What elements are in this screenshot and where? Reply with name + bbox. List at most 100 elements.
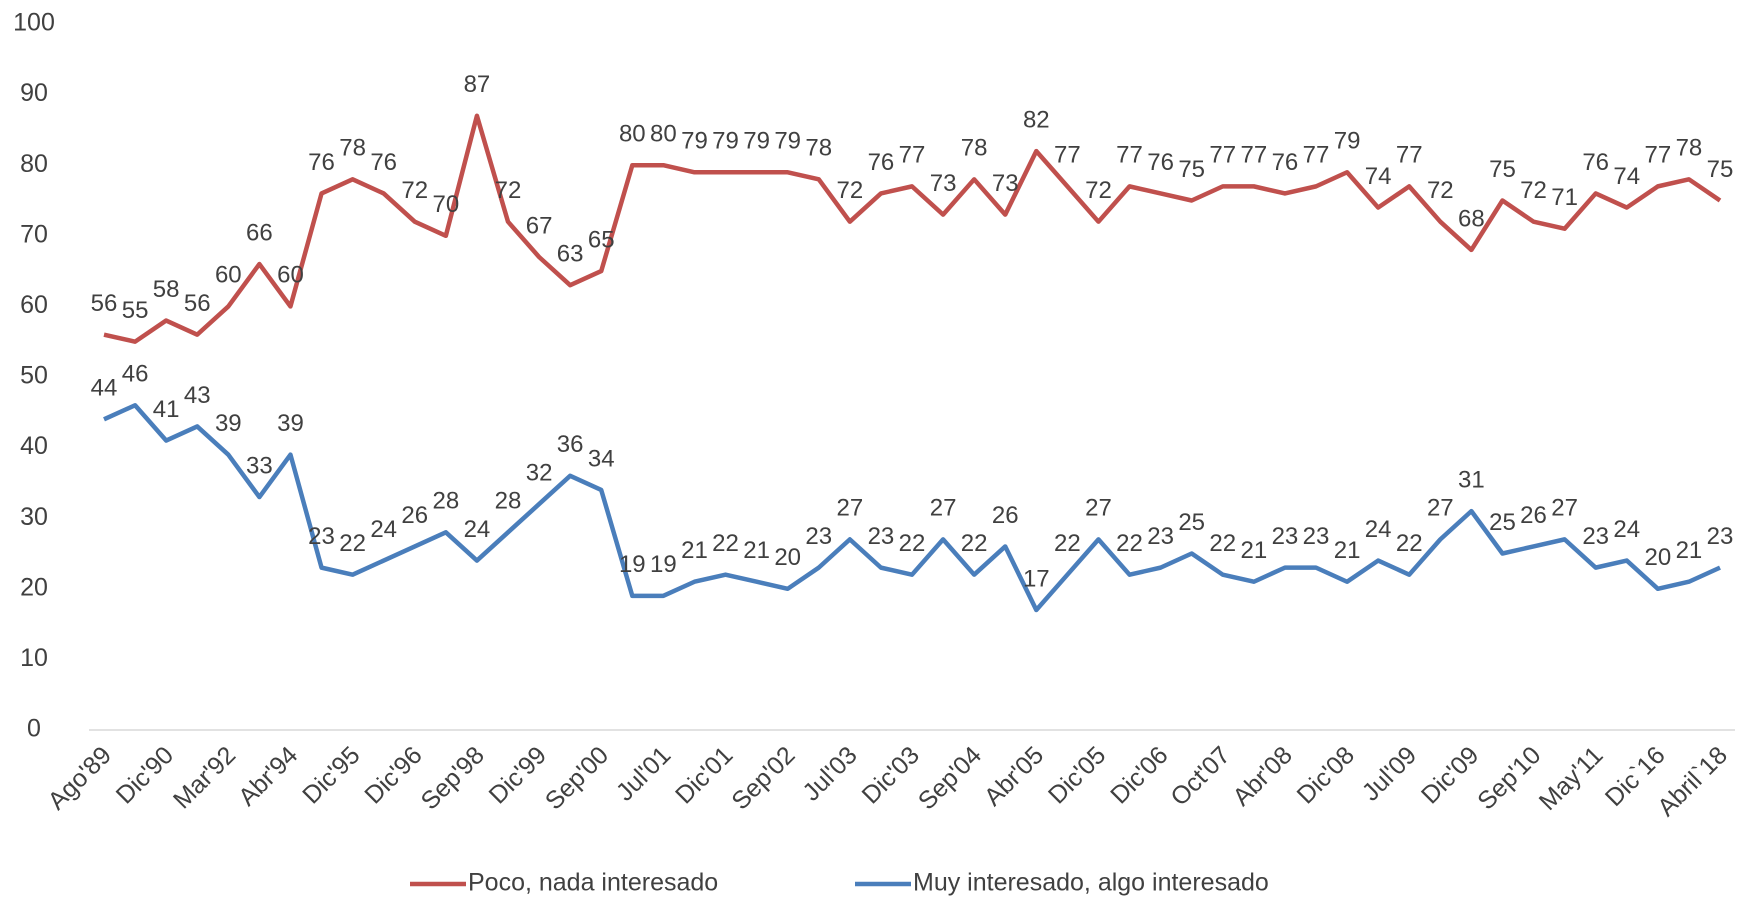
x-tick-label: Abr'08 (1227, 741, 1297, 811)
data-label: 22 (1396, 530, 1423, 557)
data-label: 25 (1489, 509, 1516, 536)
data-label: 21 (1240, 537, 1267, 564)
data-label: 34 (588, 445, 615, 472)
data-label: 21 (1676, 537, 1703, 564)
data-label: 78 (961, 135, 988, 162)
data-label: 77 (1116, 142, 1143, 169)
data-label: 39 (277, 410, 304, 437)
data-label: 68 (1458, 205, 1485, 232)
data-label: 56 (184, 290, 211, 317)
data-label: 27 (1085, 495, 1112, 522)
data-label: 23 (805, 523, 832, 550)
x-tick-label: Mar'92 (168, 741, 241, 814)
data-label: 75 (1707, 156, 1734, 183)
data-label: 79 (774, 128, 801, 155)
data-label: 24 (1365, 516, 1392, 543)
data-label: 66 (246, 219, 273, 246)
y-tick-label: 20 (20, 573, 48, 601)
data-label: 43 (184, 382, 211, 409)
y-tick-label: 40 (20, 432, 48, 460)
data-label: 60 (277, 262, 304, 289)
x-tick-label: Dic'03 (857, 741, 925, 809)
x-tick-label: Abr'94 (233, 741, 303, 811)
data-label: 21 (743, 537, 770, 564)
x-tick-label: Dic'01 (670, 741, 738, 809)
legend-label: Poco, nada interesado (468, 869, 718, 897)
x-tick-label: Oct'07 (1165, 741, 1235, 811)
data-label: 23 (1582, 523, 1609, 550)
x-tick-label: Ago'89 (43, 741, 117, 815)
x-tick-label: Dic'96 (359, 741, 427, 809)
data-label: 27 (930, 495, 957, 522)
data-label: 77 (1209, 142, 1236, 169)
x-tick-label: Abr'05 (979, 741, 1049, 811)
data-label: 76 (308, 149, 335, 176)
data-label: 72 (836, 177, 863, 204)
data-label: 23 (308, 523, 335, 550)
data-label: 79 (1334, 128, 1361, 155)
x-tick-label: Abril`18 (1652, 741, 1733, 822)
data-label: 26 (1520, 502, 1547, 529)
data-label: 20 (1644, 544, 1671, 571)
data-label: 75 (1178, 156, 1205, 183)
x-tick-label: Jul'03 (797, 741, 862, 806)
data-label: 72 (1427, 177, 1454, 204)
data-label: 26 (401, 502, 428, 529)
data-label: 56 (91, 290, 118, 317)
data-label: 27 (836, 495, 863, 522)
data-label: 22 (712, 530, 739, 557)
chart: 0102030405060708090100Ago'89Dic'90Mar'92… (0, 0, 1739, 899)
data-label: 23 (1303, 523, 1330, 550)
x-tick-label: Sep'04 (913, 741, 987, 815)
data-label: 39 (215, 410, 242, 437)
x-tick-label: May'11 (1534, 741, 1609, 816)
data-label: 77 (1240, 142, 1267, 169)
data-label: 87 (464, 71, 491, 98)
data-label: 76 (1582, 149, 1609, 176)
x-tick-label: Jul'01 (611, 741, 676, 806)
x-tick-label: Sep'00 (540, 741, 614, 815)
data-label: 19 (619, 551, 646, 578)
data-label: 22 (339, 530, 366, 557)
data-label: 72 (495, 177, 522, 204)
data-label: 58 (153, 276, 180, 303)
data-label: 22 (1209, 530, 1236, 557)
data-label: 32 (526, 459, 553, 486)
data-label: 25 (1178, 509, 1205, 536)
data-label: 65 (588, 226, 615, 253)
data-label: 74 (1365, 163, 1392, 190)
data-label: 23 (868, 523, 895, 550)
data-label: 41 (153, 396, 180, 423)
data-label: 79 (712, 128, 739, 155)
y-tick-label: 50 (20, 362, 48, 390)
data-label: 67 (526, 212, 553, 239)
data-label: 19 (650, 551, 677, 578)
data-label: 21 (1334, 537, 1361, 564)
data-label: 79 (743, 128, 770, 155)
data-label: 44 (91, 375, 118, 402)
data-label: 24 (370, 516, 397, 543)
data-label: 21 (681, 537, 708, 564)
y-tick-label: 100 (13, 9, 55, 37)
data-label: 22 (899, 530, 926, 557)
y-tick-label: 10 (20, 644, 48, 672)
data-label: 76 (868, 149, 895, 176)
x-tick-label: Dic'06 (1105, 741, 1173, 809)
y-tick-label: 70 (20, 220, 48, 248)
data-label: 27 (1427, 495, 1454, 522)
data-label: 63 (557, 241, 584, 268)
data-label: 22 (1054, 530, 1081, 557)
data-label: 72 (401, 177, 428, 204)
data-label: 28 (495, 488, 522, 515)
series-line (104, 405, 1720, 610)
x-tick-label: Dic'05 (1043, 741, 1111, 809)
data-label: 28 (432, 488, 459, 515)
data-label: 82 (1023, 106, 1050, 133)
data-label: 77 (1644, 142, 1671, 169)
data-label: 22 (1116, 530, 1143, 557)
data-label: 74 (1613, 163, 1640, 190)
data-label: 33 (246, 452, 273, 479)
data-label: 70 (432, 191, 459, 218)
data-label: 78 (805, 135, 832, 162)
data-label: 73 (930, 170, 957, 197)
